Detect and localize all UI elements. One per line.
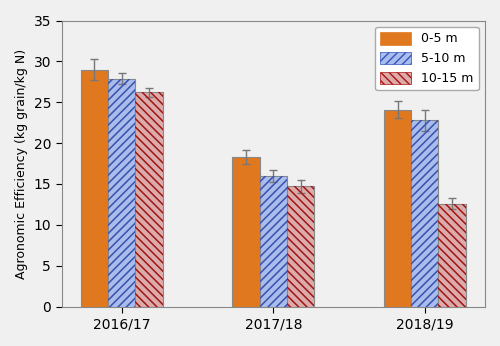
- Bar: [411, 120, 438, 307]
- Bar: [411, 120, 438, 307]
- Bar: [287, 186, 314, 307]
- Bar: [108, 79, 136, 307]
- Bar: [136, 92, 162, 307]
- Y-axis label: Agronomic Efficiency (kg grain/kg N): Agronomic Efficiency (kg grain/kg N): [15, 48, 28, 279]
- Bar: [136, 92, 162, 307]
- Bar: [438, 203, 466, 307]
- Bar: [260, 176, 287, 307]
- Bar: [108, 79, 136, 307]
- Bar: [287, 186, 314, 307]
- Bar: [232, 157, 260, 307]
- Legend: 0-5 m, 5-10 m, 10-15 m: 0-5 m, 5-10 m, 10-15 m: [375, 27, 479, 90]
- Bar: [81, 70, 108, 307]
- Bar: [260, 176, 287, 307]
- Bar: [438, 203, 466, 307]
- Bar: [384, 110, 411, 307]
